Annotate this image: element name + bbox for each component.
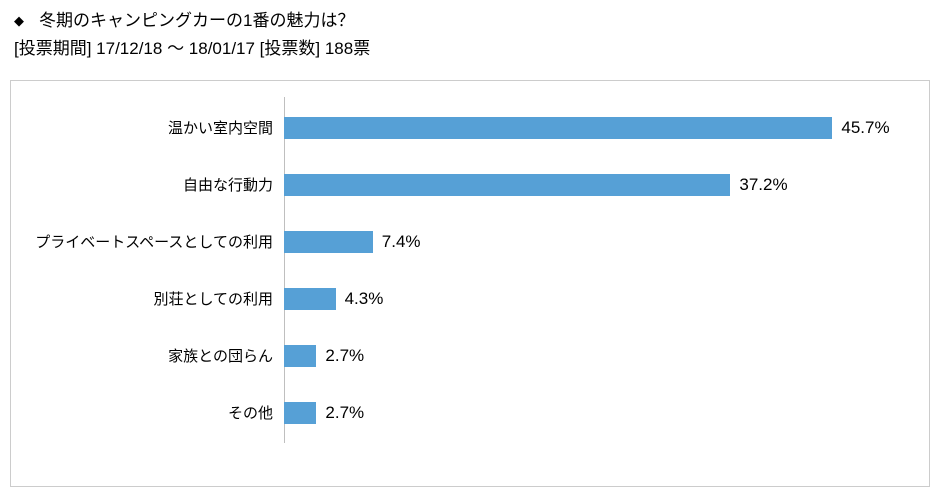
bar [284, 116, 833, 139]
value-label: 4.3% [344, 288, 384, 308]
bar-track: 45.7% [284, 99, 929, 156]
bar [284, 344, 317, 367]
bar [284, 401, 317, 424]
chart-header: ◆ 冬期のキャンピングカーの1番の魅力は？ [投票期間] 17/12/18 ～ … [0, 0, 940, 62]
chart-row: 家族との団らん 2.7% [11, 327, 929, 384]
bar-track: 2.7% [284, 327, 929, 384]
chart-row: 自由な行動力 37.2% [11, 156, 929, 213]
chart-container: 温かい室内空間 45.7% 自由な行動力 37.2% プライベートスペースとしての利用 7… [10, 80, 930, 487]
chart-subtitle: [投票期間] 17/12/18 ～ 18/01/17 [投票数] 188票 [14, 39, 371, 58]
page-title: 冬期のキャンピングカーの1番の魅力は？ [39, 11, 355, 30]
y-axis-line [284, 97, 285, 443]
category-label: プライベートスペースとしての利用 [35, 234, 273, 251]
bar [284, 230, 373, 253]
category-label: 温かい室内空間 [167, 120, 273, 137]
category-label: 別荘としての利用 [153, 291, 273, 308]
category-label: 自由な行動力 [182, 177, 273, 194]
bar [284, 287, 336, 310]
value-label: 45.7% [841, 117, 890, 137]
category-label: その他 [227, 405, 273, 422]
value-label: 2.7% [325, 402, 365, 422]
value-label: 2.7% [325, 345, 365, 365]
chart-row: 別荘としての利用 4.3% [11, 270, 929, 327]
plot-area: 温かい室内空間 45.7% 自由な行動力 37.2% プライベートスペースとしての利用 7… [11, 99, 929, 441]
chart-row: 温かい室内空間 45.7% [11, 99, 929, 156]
title-line: ◆ 冬期のキャンピングカーの1番の魅力は？ [14, 8, 940, 34]
chart-row: その他 2.7% [11, 384, 929, 441]
value-label: 7.4% [381, 231, 421, 251]
diamond-bullet-icon: ◆ [14, 13, 24, 28]
bar-track: 4.3% [284, 270, 929, 327]
bar-track: 37.2% [284, 156, 929, 213]
chart-row: プライベートスペースとしての利用 7.4% [11, 213, 929, 270]
category-label: 家族との団らん [168, 348, 273, 365]
bar [284, 173, 731, 196]
bar-track: 2.7% [284, 384, 929, 441]
value-label: 37.2% [739, 174, 788, 194]
bar-track: 7.4% [284, 213, 929, 270]
